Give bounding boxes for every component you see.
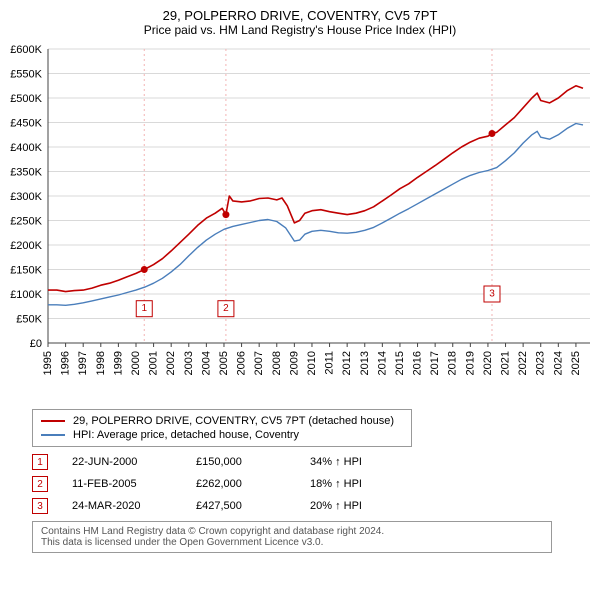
sale-date: 22-JUN-2000 — [72, 456, 172, 468]
sale-date: 11-FEB-2005 — [72, 478, 172, 490]
svg-text:£600K: £600K — [10, 44, 42, 56]
svg-text:2013: 2013 — [359, 351, 371, 375]
sale-price: £262,000 — [196, 478, 286, 490]
svg-text:1998: 1998 — [95, 351, 107, 375]
svg-text:£550K: £550K — [10, 69, 42, 81]
svg-text:2018: 2018 — [447, 351, 459, 375]
svg-text:2003: 2003 — [183, 351, 195, 375]
svg-text:3: 3 — [489, 289, 495, 300]
svg-text:2021: 2021 — [500, 351, 512, 375]
attribution-footer: Contains HM Land Registry data © Crown c… — [32, 521, 552, 553]
svg-text:2002: 2002 — [165, 351, 177, 375]
svg-text:2006: 2006 — [236, 351, 248, 375]
svg-text:£0: £0 — [30, 338, 42, 350]
svg-text:2015: 2015 — [394, 351, 406, 375]
svg-text:2022: 2022 — [517, 351, 529, 375]
svg-text:1: 1 — [141, 303, 147, 314]
sale-date: 24-MAR-2020 — [72, 500, 172, 512]
footer-line: This data is licensed under the Open Gov… — [41, 537, 543, 548]
legend-item: HPI: Average price, detached house, Cove… — [41, 428, 403, 442]
svg-text:2016: 2016 — [412, 351, 424, 375]
svg-text:£400K: £400K — [10, 142, 42, 154]
svg-text:2023: 2023 — [535, 351, 547, 375]
svg-text:£250K: £250K — [10, 216, 42, 228]
sale-marker-icon: 3 — [32, 498, 48, 514]
svg-text:2008: 2008 — [271, 351, 283, 375]
svg-text:£200K: £200K — [10, 240, 42, 252]
sale-price: £427,500 — [196, 500, 286, 512]
svg-text:2017: 2017 — [429, 351, 441, 375]
svg-text:2019: 2019 — [464, 351, 476, 375]
legend-item: 29, POLPERRO DRIVE, COVENTRY, CV5 7PT (d… — [41, 414, 403, 428]
legend-swatch — [41, 434, 65, 436]
svg-text:£100K: £100K — [10, 289, 42, 301]
svg-text:1996: 1996 — [60, 351, 72, 375]
legend: 29, POLPERRO DRIVE, COVENTRY, CV5 7PT (d… — [32, 409, 412, 447]
sale-marker-icon: 2 — [32, 476, 48, 492]
svg-text:2004: 2004 — [200, 351, 212, 375]
svg-text:2014: 2014 — [376, 351, 388, 375]
svg-text:2009: 2009 — [288, 351, 300, 375]
svg-text:2024: 2024 — [552, 351, 564, 375]
table-row: 2 11-FEB-2005 £262,000 18% ↑ HPI — [32, 473, 590, 495]
svg-text:£500K: £500K — [10, 93, 42, 105]
svg-text:£150K: £150K — [10, 265, 42, 277]
table-row: 1 22-JUN-2000 £150,000 34% ↑ HPI — [32, 451, 590, 473]
chart-subtitle: Price paid vs. HM Land Registry's House … — [0, 23, 600, 37]
footer-line: Contains HM Land Registry data © Crown c… — [41, 526, 543, 537]
legend-label: HPI: Average price, detached house, Cove… — [73, 429, 299, 441]
legend-label: 29, POLPERRO DRIVE, COVENTRY, CV5 7PT (d… — [73, 415, 394, 427]
svg-text:1995: 1995 — [42, 351, 54, 375]
svg-text:2001: 2001 — [148, 351, 160, 375]
sales-table: 1 22-JUN-2000 £150,000 34% ↑ HPI 2 11-FE… — [32, 451, 590, 517]
sale-marker-icon: 1 — [32, 454, 48, 470]
svg-text:1999: 1999 — [112, 351, 124, 375]
chart-title: 29, POLPERRO DRIVE, COVENTRY, CV5 7PT — [0, 0, 600, 23]
sale-price: £150,000 — [196, 456, 286, 468]
sale-diff: 18% ↑ HPI — [310, 478, 362, 490]
svg-text:2005: 2005 — [218, 351, 230, 375]
sale-diff: 34% ↑ HPI — [310, 456, 362, 468]
svg-text:2012: 2012 — [341, 351, 353, 375]
sale-diff: 20% ↑ HPI — [310, 500, 362, 512]
svg-text:2025: 2025 — [570, 351, 582, 375]
table-row: 3 24-MAR-2020 £427,500 20% ↑ HPI — [32, 495, 590, 517]
svg-text:2020: 2020 — [482, 351, 494, 375]
svg-text:£300K: £300K — [10, 191, 42, 203]
svg-text:£450K: £450K — [10, 118, 42, 130]
svg-text:2007: 2007 — [253, 351, 265, 375]
svg-text:2010: 2010 — [306, 351, 318, 375]
svg-text:2011: 2011 — [324, 351, 336, 375]
svg-text:2: 2 — [223, 303, 229, 314]
svg-text:£50K: £50K — [16, 314, 42, 326]
legend-swatch — [41, 420, 65, 422]
svg-text:£350K: £350K — [10, 167, 42, 179]
svg-text:1997: 1997 — [77, 351, 89, 375]
line-chart: £0 £50K £100K £150K £200K £250K £300K £350K £400… — [0, 43, 600, 403]
chart-container: 29, POLPERRO DRIVE, COVENTRY, CV5 7PT Pr… — [0, 0, 600, 553]
svg-text:2000: 2000 — [130, 351, 142, 375]
